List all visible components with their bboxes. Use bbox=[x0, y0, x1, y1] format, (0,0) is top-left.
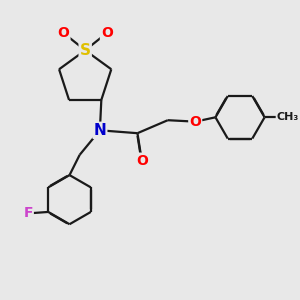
Text: O: O bbox=[136, 154, 148, 168]
Text: O: O bbox=[58, 26, 70, 40]
Text: N: N bbox=[94, 123, 106, 138]
Text: CH₃: CH₃ bbox=[277, 112, 299, 122]
Text: S: S bbox=[80, 43, 91, 58]
Text: O: O bbox=[101, 26, 113, 40]
Text: F: F bbox=[23, 206, 33, 220]
Text: O: O bbox=[189, 115, 201, 129]
